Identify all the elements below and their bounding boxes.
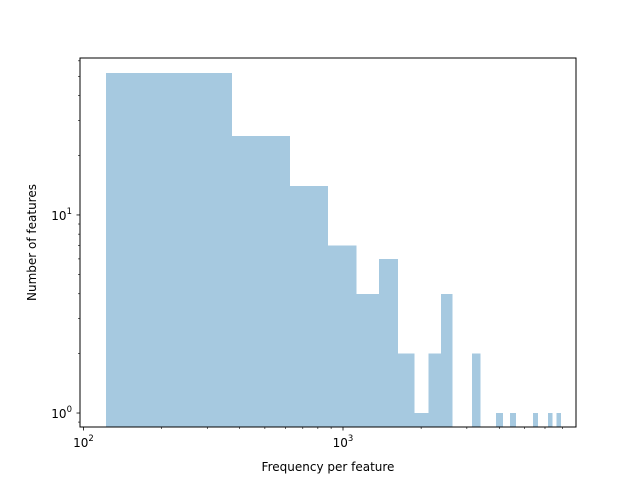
histogram-bar-5 (379, 258, 399, 427)
histogram-bar-14 (547, 413, 553, 427)
y-axis-label: Number of features (25, 184, 39, 301)
plot-frame (79, 57, 577, 428)
histogram-bar-13 (533, 413, 539, 427)
y-tick-label: 100 (51, 405, 72, 421)
histogram-bar-6 (398, 353, 415, 427)
histogram-bar-4 (356, 293, 380, 427)
histogram-bar-7 (414, 413, 429, 427)
histogram-bar-12 (509, 413, 517, 427)
histogram-bar-1 (232, 136, 291, 427)
histogram-bar-10 (471, 353, 481, 427)
histogram-bar-3 (328, 245, 357, 427)
histogram-bar-0 (105, 73, 233, 427)
y-axis-ticks: 100 101 (51, 60, 80, 423)
histogram-bar-8 (428, 353, 441, 427)
histogram-bar-15 (556, 413, 561, 427)
x-tick-label: 102 (73, 434, 94, 450)
histogram-bar-11 (496, 413, 504, 427)
x-axis-label: Frequency per feature (262, 460, 395, 474)
histogram-bar-2 (290, 186, 329, 427)
bars-group (105, 73, 561, 427)
x-tick-label: 103 (333, 434, 354, 450)
histogram-bar-9 (440, 293, 453, 427)
x-axis-ticks: 102 103 (73, 427, 563, 450)
y-tick-label: 101 (51, 207, 72, 223)
